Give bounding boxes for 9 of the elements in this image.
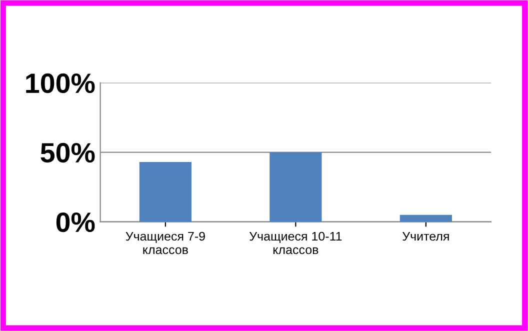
y-tick-label: 100% xyxy=(26,73,95,94)
bar xyxy=(400,214,452,222)
bar xyxy=(139,162,192,222)
x-tick-label: Учителя xyxy=(402,232,449,241)
y-tick-label: 50% xyxy=(40,142,95,163)
x-tick-label: Учащиеся 10-11 классов xyxy=(249,232,342,254)
y-tick-label: 0% xyxy=(56,212,95,232)
x-tick-label: Учащиеся 7-9 классов xyxy=(126,232,205,254)
bar xyxy=(270,152,322,222)
